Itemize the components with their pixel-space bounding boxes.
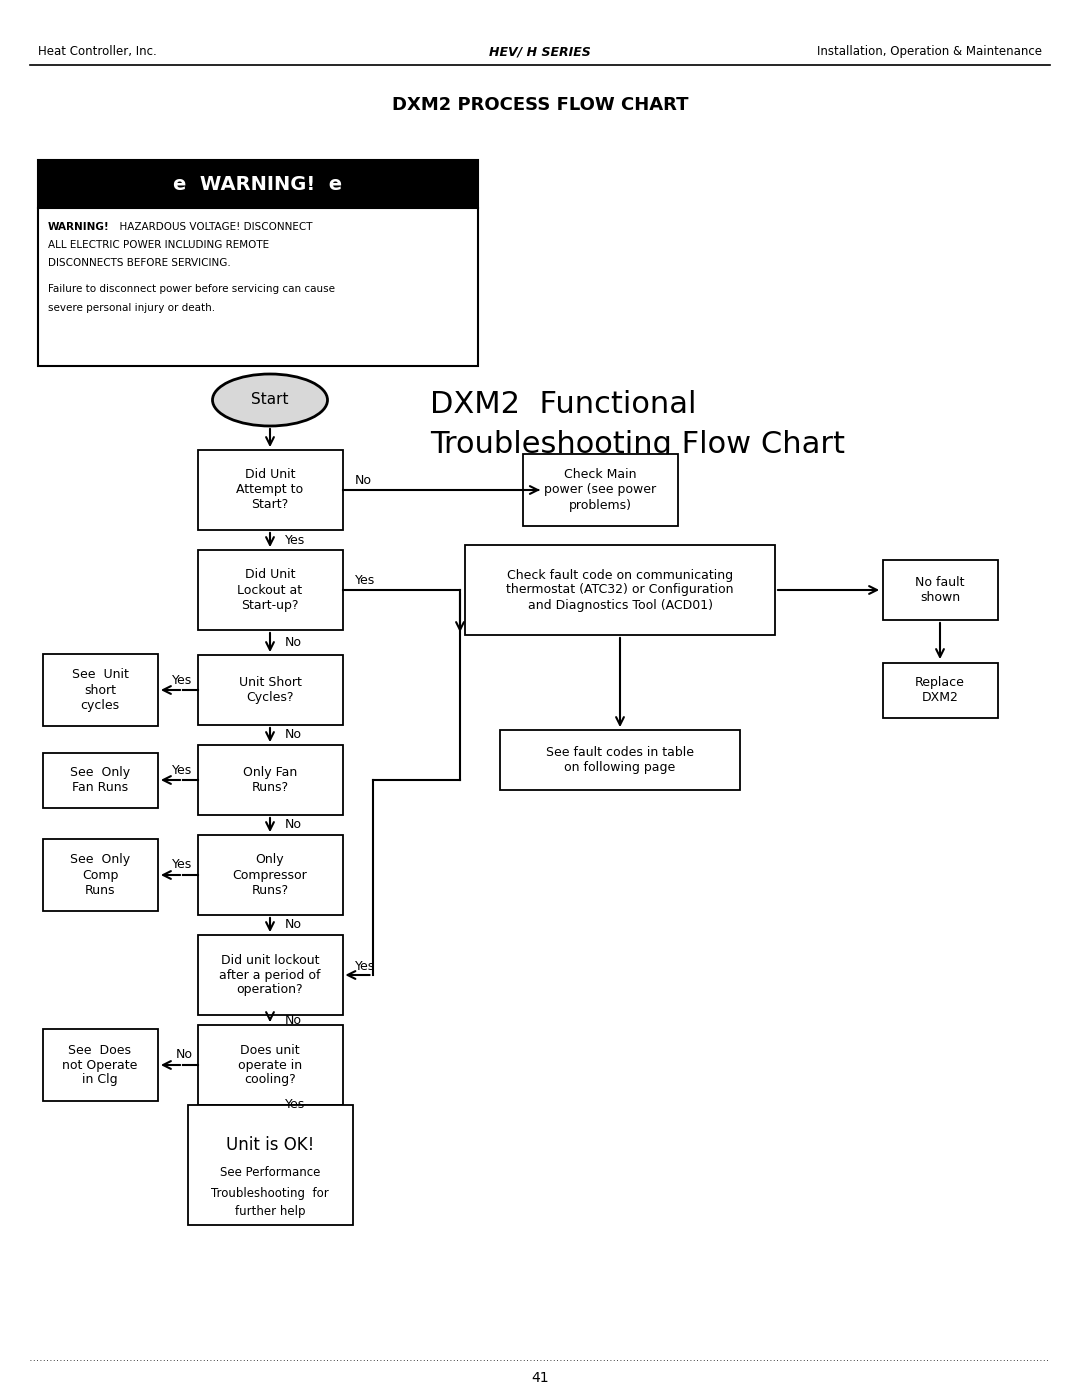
Text: No: No (175, 1049, 192, 1062)
FancyBboxPatch shape (523, 454, 677, 527)
Text: WARNING!: WARNING! (48, 222, 110, 232)
FancyBboxPatch shape (465, 545, 775, 636)
FancyBboxPatch shape (42, 654, 158, 726)
FancyBboxPatch shape (198, 1025, 342, 1105)
Text: Yes: Yes (354, 574, 375, 587)
Text: No: No (354, 474, 372, 486)
Text: ALL ELECTRIC POWER INCLUDING REMOTE: ALL ELECTRIC POWER INCLUDING REMOTE (48, 240, 269, 250)
Ellipse shape (213, 374, 327, 426)
Text: Troubleshooting Flow Chart: Troubleshooting Flow Chart (430, 430, 845, 460)
Text: DISCONNECTS BEFORE SERVICING.: DISCONNECTS BEFORE SERVICING. (48, 258, 231, 268)
FancyBboxPatch shape (198, 550, 342, 630)
FancyBboxPatch shape (198, 935, 342, 1016)
Text: Check fault code on communicating
thermostat (ATC32) or Configuration
and Diagno: Check fault code on communicating thermo… (507, 569, 733, 612)
FancyBboxPatch shape (42, 840, 158, 911)
Text: 41: 41 (531, 1370, 549, 1384)
Text: See  Unit
short
cycles: See Unit short cycles (71, 669, 129, 711)
Text: further help: further help (234, 1204, 306, 1218)
Text: No: No (285, 819, 302, 831)
FancyBboxPatch shape (38, 161, 478, 208)
Text: Yes: Yes (354, 961, 375, 974)
Text: See  Does
not Operate
in Clg: See Does not Operate in Clg (63, 1044, 137, 1087)
Text: severe personal injury or death.: severe personal injury or death. (48, 303, 215, 313)
Text: See  Only
Comp
Runs: See Only Comp Runs (70, 854, 130, 897)
Text: No: No (285, 1013, 302, 1027)
FancyBboxPatch shape (882, 662, 998, 718)
Text: Unit is OK!: Unit is OK! (226, 1136, 314, 1154)
FancyBboxPatch shape (198, 835, 342, 915)
Text: HAZARDOUS VOLTAGE! DISCONNECT: HAZARDOUS VOLTAGE! DISCONNECT (113, 222, 312, 232)
FancyBboxPatch shape (38, 208, 478, 366)
FancyBboxPatch shape (188, 1105, 352, 1225)
Text: Check Main
power (see power
problems): Check Main power (see power problems) (544, 468, 656, 511)
Text: Did unit lockout
after a period of
operation?: Did unit lockout after a period of opera… (219, 954, 321, 996)
Text: Installation, Operation & Maintenance: Installation, Operation & Maintenance (816, 46, 1042, 59)
Text: Yes: Yes (285, 1098, 306, 1112)
Text: Only Fan
Runs?: Only Fan Runs? (243, 766, 297, 793)
Text: Only
Compressor
Runs?: Only Compressor Runs? (232, 854, 308, 897)
Text: Unit Short
Cycles?: Unit Short Cycles? (239, 676, 301, 704)
Text: DXM2  Functional: DXM2 Functional (430, 390, 697, 419)
Text: Troubleshooting  for: Troubleshooting for (211, 1186, 329, 1200)
FancyBboxPatch shape (42, 1030, 158, 1101)
Text: Yes: Yes (285, 534, 306, 546)
FancyBboxPatch shape (42, 753, 158, 807)
Text: Does unit
operate in
cooling?: Does unit operate in cooling? (238, 1044, 302, 1087)
Text: Yes: Yes (172, 764, 192, 777)
Text: Did Unit
Attempt to
Start?: Did Unit Attempt to Start? (237, 468, 303, 511)
Text: Did Unit
Lockout at
Start-up?: Did Unit Lockout at Start-up? (238, 569, 302, 612)
Text: No: No (285, 728, 302, 742)
Text: No: No (285, 636, 302, 650)
Text: See  Only
Fan Runs: See Only Fan Runs (70, 766, 130, 793)
Text: See fault codes in table
on following page: See fault codes in table on following pa… (546, 746, 694, 774)
Text: Replace
DXM2: Replace DXM2 (915, 676, 964, 704)
Text: Yes: Yes (172, 673, 192, 686)
FancyBboxPatch shape (500, 731, 740, 789)
Text: Heat Controller, Inc.: Heat Controller, Inc. (38, 46, 157, 59)
Text: No fault
shown: No fault shown (915, 576, 964, 604)
Text: Failure to disconnect power before servicing can cause: Failure to disconnect power before servi… (48, 284, 335, 293)
FancyBboxPatch shape (882, 560, 998, 620)
Text: Yes: Yes (172, 859, 192, 872)
Text: See Performance: See Performance (220, 1166, 320, 1179)
Text: Start: Start (252, 393, 288, 408)
Text: DXM2 PROCESS FLOW CHART: DXM2 PROCESS FLOW CHART (392, 96, 688, 115)
FancyBboxPatch shape (198, 450, 342, 529)
FancyBboxPatch shape (198, 655, 342, 725)
FancyBboxPatch shape (198, 745, 342, 814)
Text: e  WARNING!  e: e WARNING! e (174, 175, 342, 194)
Text: HEV/ H SERIES: HEV/ H SERIES (489, 46, 591, 59)
Text: No: No (285, 918, 302, 932)
